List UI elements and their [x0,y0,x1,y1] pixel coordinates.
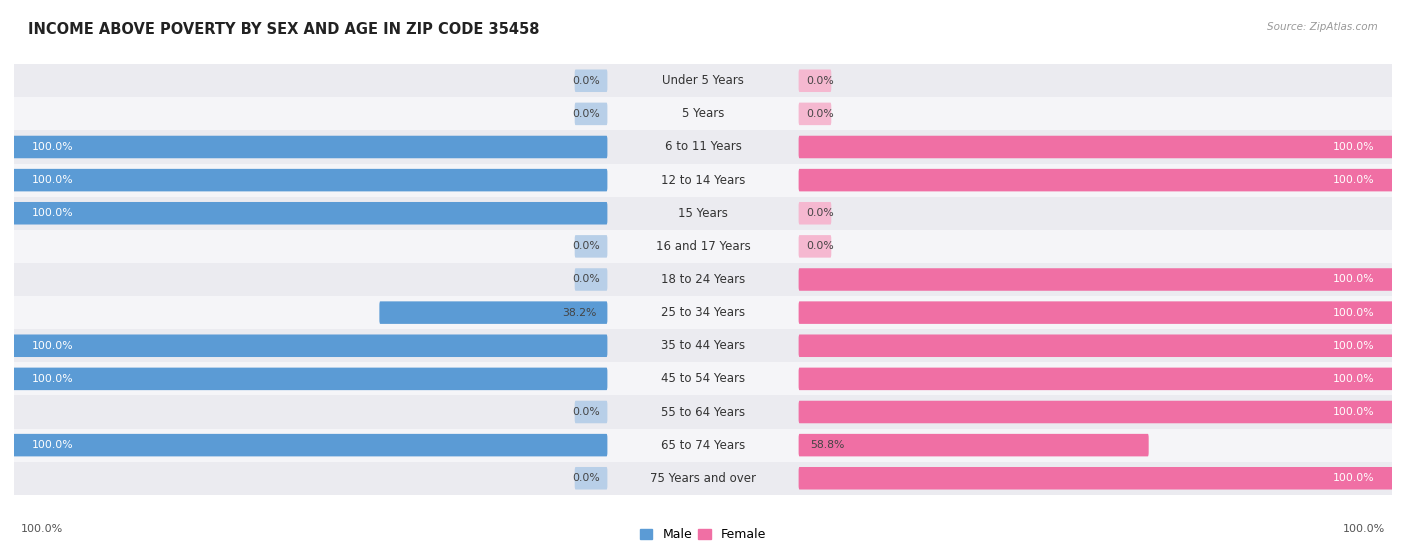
FancyBboxPatch shape [799,169,1393,191]
FancyBboxPatch shape [799,401,1393,423]
FancyBboxPatch shape [575,268,607,291]
Text: 100.0%: 100.0% [31,440,73,450]
Text: 65 to 74 Years: 65 to 74 Years [661,439,745,452]
FancyBboxPatch shape [799,434,1149,456]
Text: 100.0%: 100.0% [1333,341,1375,350]
FancyBboxPatch shape [13,434,607,456]
Text: INCOME ABOVE POVERTY BY SEX AND AGE IN ZIP CODE 35458: INCOME ABOVE POVERTY BY SEX AND AGE IN Z… [28,22,540,37]
FancyBboxPatch shape [575,103,607,125]
FancyBboxPatch shape [380,301,607,324]
Bar [14,329,1392,362]
Text: 35 to 44 Years: 35 to 44 Years [661,339,745,352]
Text: 18 to 24 Years: 18 to 24 Years [661,273,745,286]
Text: 75 Years and over: 75 Years and over [650,472,756,485]
Text: 100.0%: 100.0% [31,374,73,384]
Text: 0.0%: 0.0% [572,407,599,417]
Text: 55 to 64 Years: 55 to 64 Years [661,405,745,419]
Text: 16 and 17 Years: 16 and 17 Years [655,240,751,253]
FancyBboxPatch shape [799,202,831,225]
Bar [14,197,1392,230]
FancyBboxPatch shape [575,69,607,92]
FancyBboxPatch shape [13,202,607,225]
FancyBboxPatch shape [799,334,1393,357]
Text: 100.0%: 100.0% [31,341,73,350]
Text: 100.0%: 100.0% [1333,175,1375,185]
FancyBboxPatch shape [13,169,607,191]
Text: 100.0%: 100.0% [21,524,63,534]
Text: 0.0%: 0.0% [572,473,599,484]
Text: 15 Years: 15 Years [678,207,728,220]
Text: 0.0%: 0.0% [572,274,599,285]
FancyBboxPatch shape [13,368,607,390]
Text: 100.0%: 100.0% [31,142,73,152]
FancyBboxPatch shape [799,268,1393,291]
Text: 38.2%: 38.2% [562,307,596,318]
FancyBboxPatch shape [13,334,607,357]
Text: 0.0%: 0.0% [807,75,834,86]
FancyBboxPatch shape [799,235,831,258]
FancyBboxPatch shape [575,467,607,490]
Text: 6 to 11 Years: 6 to 11 Years [665,140,741,154]
Text: 0.0%: 0.0% [572,241,599,252]
Text: Source: ZipAtlas.com: Source: ZipAtlas.com [1267,22,1378,32]
FancyBboxPatch shape [575,401,607,423]
Text: 100.0%: 100.0% [1343,524,1385,534]
Text: 5 Years: 5 Years [682,107,724,120]
Bar [14,462,1392,495]
Text: 0.0%: 0.0% [807,209,834,218]
Text: 100.0%: 100.0% [1333,274,1375,285]
FancyBboxPatch shape [799,69,831,92]
Text: 0.0%: 0.0% [572,109,599,119]
FancyBboxPatch shape [799,136,1393,158]
FancyBboxPatch shape [799,301,1393,324]
Text: Under 5 Years: Under 5 Years [662,74,744,87]
Text: 100.0%: 100.0% [31,209,73,218]
Bar [14,230,1392,263]
Bar [14,362,1392,395]
Text: 100.0%: 100.0% [1333,307,1375,318]
FancyBboxPatch shape [575,235,607,258]
Bar [14,429,1392,462]
FancyBboxPatch shape [13,136,607,158]
Text: 100.0%: 100.0% [1333,407,1375,417]
Text: 0.0%: 0.0% [807,241,834,252]
FancyBboxPatch shape [799,467,1393,490]
Bar [14,296,1392,329]
Bar [14,130,1392,164]
Text: 100.0%: 100.0% [1333,473,1375,484]
Bar [14,395,1392,429]
Bar [14,97,1392,130]
Bar [14,263,1392,296]
Text: 0.0%: 0.0% [807,109,834,119]
Bar [14,64,1392,97]
Text: 100.0%: 100.0% [1333,374,1375,384]
FancyBboxPatch shape [799,103,831,125]
Text: 100.0%: 100.0% [31,175,73,185]
Text: 100.0%: 100.0% [1333,142,1375,152]
Text: 0.0%: 0.0% [572,75,599,86]
Text: 45 to 54 Years: 45 to 54 Years [661,372,745,385]
Legend: Male, Female: Male, Female [636,523,770,546]
Text: 12 to 14 Years: 12 to 14 Years [661,174,745,187]
Text: 25 to 34 Years: 25 to 34 Years [661,306,745,319]
Text: 58.8%: 58.8% [810,440,844,450]
Bar [14,164,1392,197]
FancyBboxPatch shape [799,368,1393,390]
